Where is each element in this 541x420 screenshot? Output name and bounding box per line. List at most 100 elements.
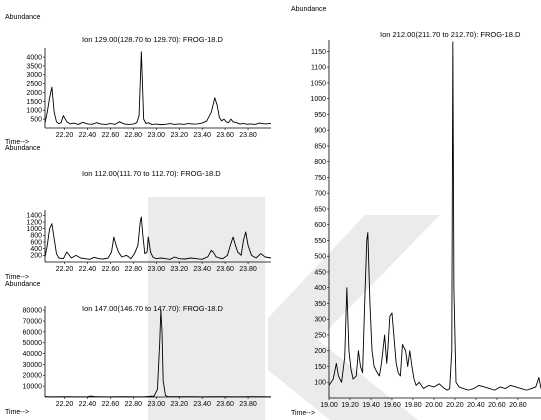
y-tick-label: 650 xyxy=(314,206,326,213)
series-line xyxy=(44,216,272,260)
y-tick-label: 300 xyxy=(314,317,326,324)
x-axis-label: Time--> xyxy=(5,274,30,281)
y-tick-label: 1400 xyxy=(26,213,42,220)
x-tick-label: 19.60 xyxy=(383,402,401,409)
x-tick-label: 22.80 xyxy=(125,401,143,408)
y-tick-label: 20000 xyxy=(23,373,43,380)
x-tick-label: 22.20 xyxy=(56,401,74,408)
x-tick-label: 19.00 xyxy=(320,402,338,409)
y-tick-label: 80000 xyxy=(23,308,43,315)
y-tick-label: 1000 xyxy=(26,108,42,115)
y-tick-label: 500 xyxy=(30,117,42,124)
y-tick-label: 200 xyxy=(314,348,326,355)
x-tick-label: 22.60 xyxy=(102,401,120,408)
y-tick-label: 950 xyxy=(314,112,326,119)
x-tick-label: 23.20 xyxy=(170,401,188,408)
y-tick-label: 30000 xyxy=(23,362,43,369)
x-tick-label: 23.20 xyxy=(170,266,188,273)
y-tick-label: 1500 xyxy=(26,99,42,106)
x-tick-label: 23.60 xyxy=(216,132,234,139)
chart-title: Ion 129.00(128.70 to 129.70): FROG-18.D xyxy=(82,35,223,44)
y-tick-label: 600 xyxy=(30,239,42,246)
y-tick-label: 10000 xyxy=(23,384,43,391)
y-tick-label: 900 xyxy=(314,128,326,135)
y-tick-label: 100 xyxy=(314,380,326,387)
y-tick-label: 1100 xyxy=(311,65,326,72)
x-tick-label: 23.80 xyxy=(239,401,257,408)
y-tick-label: 60000 xyxy=(23,329,43,336)
y-tick-label: 350 xyxy=(314,301,326,308)
x-tick-label: 23.00 xyxy=(148,401,166,408)
y-tick-label: 1000 xyxy=(26,226,42,233)
y-tick-label: 800 xyxy=(30,233,42,240)
x-tick-label: 22.20 xyxy=(56,266,74,273)
y-tick-label: 40000 xyxy=(23,351,43,358)
series-line xyxy=(44,51,272,126)
y-tick-label: 2500 xyxy=(26,81,42,88)
x-tick-label: 20.60 xyxy=(488,402,506,409)
x-axis-label: Time--> xyxy=(5,409,30,416)
x-tick-label: 23.20 xyxy=(170,132,188,139)
x-tick-label: 23.00 xyxy=(148,132,166,139)
x-tick-label: 20.20 xyxy=(446,402,464,409)
x-tick-label: 23.80 xyxy=(239,266,257,273)
y-tick-label: 700 xyxy=(314,191,326,198)
x-tick-label: 22.20 xyxy=(56,132,74,139)
chart-title: Ion 212.00(211.70 to 212.70): FROG-18.D xyxy=(380,30,521,39)
x-tick-label: 22.60 xyxy=(102,132,120,139)
y-tick-label: 200 xyxy=(30,253,42,260)
x-tick-label: 22.40 xyxy=(79,266,97,273)
y-tick-label: 70000 xyxy=(23,318,43,325)
x-tick-label: 20.80 xyxy=(509,402,527,409)
y-tick-label: 400 xyxy=(30,246,42,253)
y-axis-label: Abundance xyxy=(5,14,41,21)
y-tick-label: 1150 xyxy=(311,49,326,56)
x-axis-label: Time--> xyxy=(5,139,30,146)
series-line xyxy=(328,41,541,391)
y-tick-label: 400 xyxy=(314,285,326,292)
y-tick-label: 450 xyxy=(314,269,326,276)
x-tick-label: 23.00 xyxy=(148,266,166,273)
x-tick-label: 22.40 xyxy=(79,401,97,408)
y-tick-label: 1200 xyxy=(26,219,42,226)
y-tick-label: 800 xyxy=(314,159,326,166)
x-tick-label: 23.40 xyxy=(193,132,211,139)
y-tick-label: 3500 xyxy=(26,63,42,70)
y-tick-label: 850 xyxy=(314,143,326,150)
x-tick-label: 23.80 xyxy=(239,132,257,139)
y-tick-label: 1000 xyxy=(310,96,326,103)
y-tick-label: 150 xyxy=(314,364,326,371)
series-line xyxy=(44,309,272,398)
y-tick-label: 550 xyxy=(314,238,326,245)
chart-title: Ion 147.00(146.70 to 147.70): FROG-18.D xyxy=(82,304,223,313)
x-tick-label: 22.80 xyxy=(125,132,143,139)
x-tick-label: 20.40 xyxy=(467,402,485,409)
x-tick-label: 23.40 xyxy=(193,266,211,273)
y-tick-label: 1050 xyxy=(310,80,326,87)
x-tick-label: 20.00 xyxy=(425,402,443,409)
y-axis-label: Abundance xyxy=(5,145,41,152)
x-tick-label: 19.20 xyxy=(341,402,359,409)
x-tick-label: 23.60 xyxy=(216,401,234,408)
y-tick-label: 3000 xyxy=(26,72,42,79)
x-tick-label: 19.40 xyxy=(362,402,380,409)
y-tick-label: 250 xyxy=(314,332,326,339)
y-tick-label: 750 xyxy=(314,175,326,182)
x-tick-label: 23.60 xyxy=(216,266,234,273)
x-axis-label: Time--> xyxy=(291,410,316,417)
x-tick-label: 22.80 xyxy=(125,266,143,273)
y-axis-label: Abundance xyxy=(291,6,327,13)
x-tick-label: 23.40 xyxy=(193,401,211,408)
y-axis-label: Abundance xyxy=(5,281,41,288)
y-tick-label: 600 xyxy=(314,222,326,229)
y-tick-label: 4000 xyxy=(26,54,42,61)
x-tick-label: 22.60 xyxy=(102,266,120,273)
x-tick-label: 22.40 xyxy=(79,132,97,139)
y-tick-label: 50000 xyxy=(23,340,43,347)
y-tick-label: 2000 xyxy=(26,90,42,97)
